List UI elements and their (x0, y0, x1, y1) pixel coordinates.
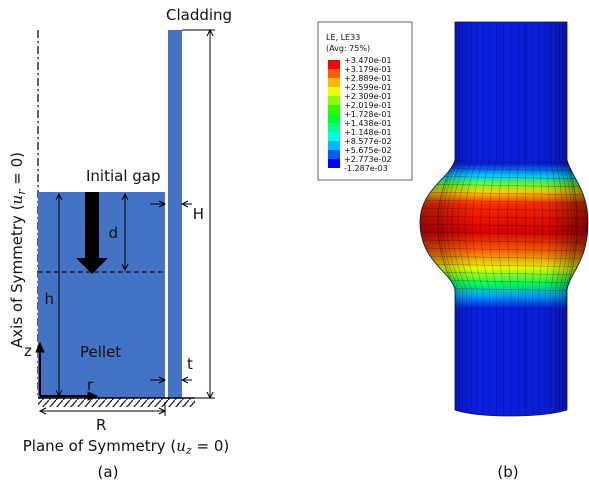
pellet (38, 192, 165, 398)
mesh-line (420, 199, 588, 204)
mesh-line (420, 223, 588, 228)
t-label: t (187, 355, 193, 373)
caption-a: (a) (98, 463, 119, 481)
mesh-line (564, 22, 576, 416)
mesh-line (464, 22, 478, 416)
legend-label: +8.577e-02 (344, 137, 392, 146)
mesh-line (559, 22, 569, 416)
legend-label: +2.019e-01 (344, 101, 392, 110)
legend-label: +2.309e-01 (344, 92, 392, 101)
fem-model (420, 22, 588, 416)
legend-swatch (328, 141, 340, 150)
legend-label: +2.889e-01 (344, 74, 392, 83)
legend-swatch (328, 159, 340, 168)
legend-swatch (328, 114, 340, 123)
d-label: d (108, 224, 118, 242)
mesh-line (446, 22, 463, 416)
pellet-label: Pellet (80, 343, 121, 361)
mesh-line (498, 22, 504, 416)
legend-swatch (328, 78, 340, 87)
legend-label: +1.728e-01 (344, 110, 392, 119)
legend-label: -1.287e-03 (344, 164, 388, 173)
legend-swatch (328, 123, 340, 132)
mesh-line (442, 22, 460, 416)
plane-label: Plane of Symmetry (uz = 0) (23, 437, 230, 457)
r-label: r (87, 376, 94, 394)
H-label: H (193, 205, 204, 223)
mesh-line (538, 22, 543, 416)
mesh-line (544, 22, 551, 416)
legend-subtitle: (Avg: 75%) (326, 44, 370, 53)
panel-b: LE, LE33 (Avg: 75%) +3.470e-01+3.179e-01… (317, 21, 589, 481)
cladding (168, 30, 182, 398)
mesh-line (472, 22, 484, 416)
z-label: z (24, 342, 32, 360)
mesh-line (420, 263, 588, 268)
panel-a: Cladding Initial gap d H h z r Pellet t … (8, 6, 232, 481)
legend-label: +2.599e-01 (344, 83, 392, 92)
mesh-line (420, 247, 588, 252)
mesh-line (420, 255, 588, 260)
legend-swatch (328, 60, 340, 69)
legend-swatch (328, 132, 340, 141)
mesh-line (550, 22, 558, 416)
mesh-line (480, 22, 490, 416)
h-label: h (44, 290, 54, 308)
legend-label: +5.675e-02 (344, 146, 392, 155)
legend-label: +2.773e-02 (344, 155, 392, 164)
legend-label: +1.148e-01 (344, 128, 392, 137)
legend-label: +3.470e-01 (344, 56, 392, 65)
legend-swatch (328, 69, 340, 78)
mesh-line (489, 22, 497, 416)
mesh-line (457, 22, 472, 416)
R-label: R (96, 416, 106, 434)
mesh-line (420, 207, 588, 212)
legend-label: +1.438e-01 (344, 119, 392, 128)
mesh-line (439, 22, 458, 416)
gap-label: Initial gap (86, 167, 161, 185)
cladding-label: Cladding (166, 6, 232, 24)
mesh-line (420, 191, 588, 196)
legend-title: LE, LE33 (326, 33, 360, 42)
ground-hatch (38, 398, 195, 407)
caption-b: (b) (497, 463, 518, 481)
mesh-line (451, 22, 467, 416)
legend-label: +3.179e-01 (344, 65, 392, 74)
mesh-line (532, 22, 535, 416)
legend-swatch (328, 105, 340, 114)
mesh-line (420, 215, 588, 220)
axis-label: Axis of Symmetry (ur = 0) (8, 152, 28, 348)
legend-swatch (328, 150, 340, 159)
load-arrow (76, 192, 108, 274)
mesh-line (555, 22, 564, 416)
legend-swatch (328, 87, 340, 96)
mesh-line (507, 22, 512, 416)
dimension-lines (35, 28, 215, 416)
mesh-line (420, 231, 588, 236)
mesh-line (420, 239, 588, 244)
mesh-line (562, 22, 573, 416)
mesh-line (516, 22, 519, 416)
legend: +3.470e-01+3.179e-01+2.889e-01+2.599e-01… (328, 56, 392, 173)
mesh-line (566, 22, 578, 416)
mesh-line (420, 183, 588, 188)
legend-swatch (328, 96, 340, 105)
